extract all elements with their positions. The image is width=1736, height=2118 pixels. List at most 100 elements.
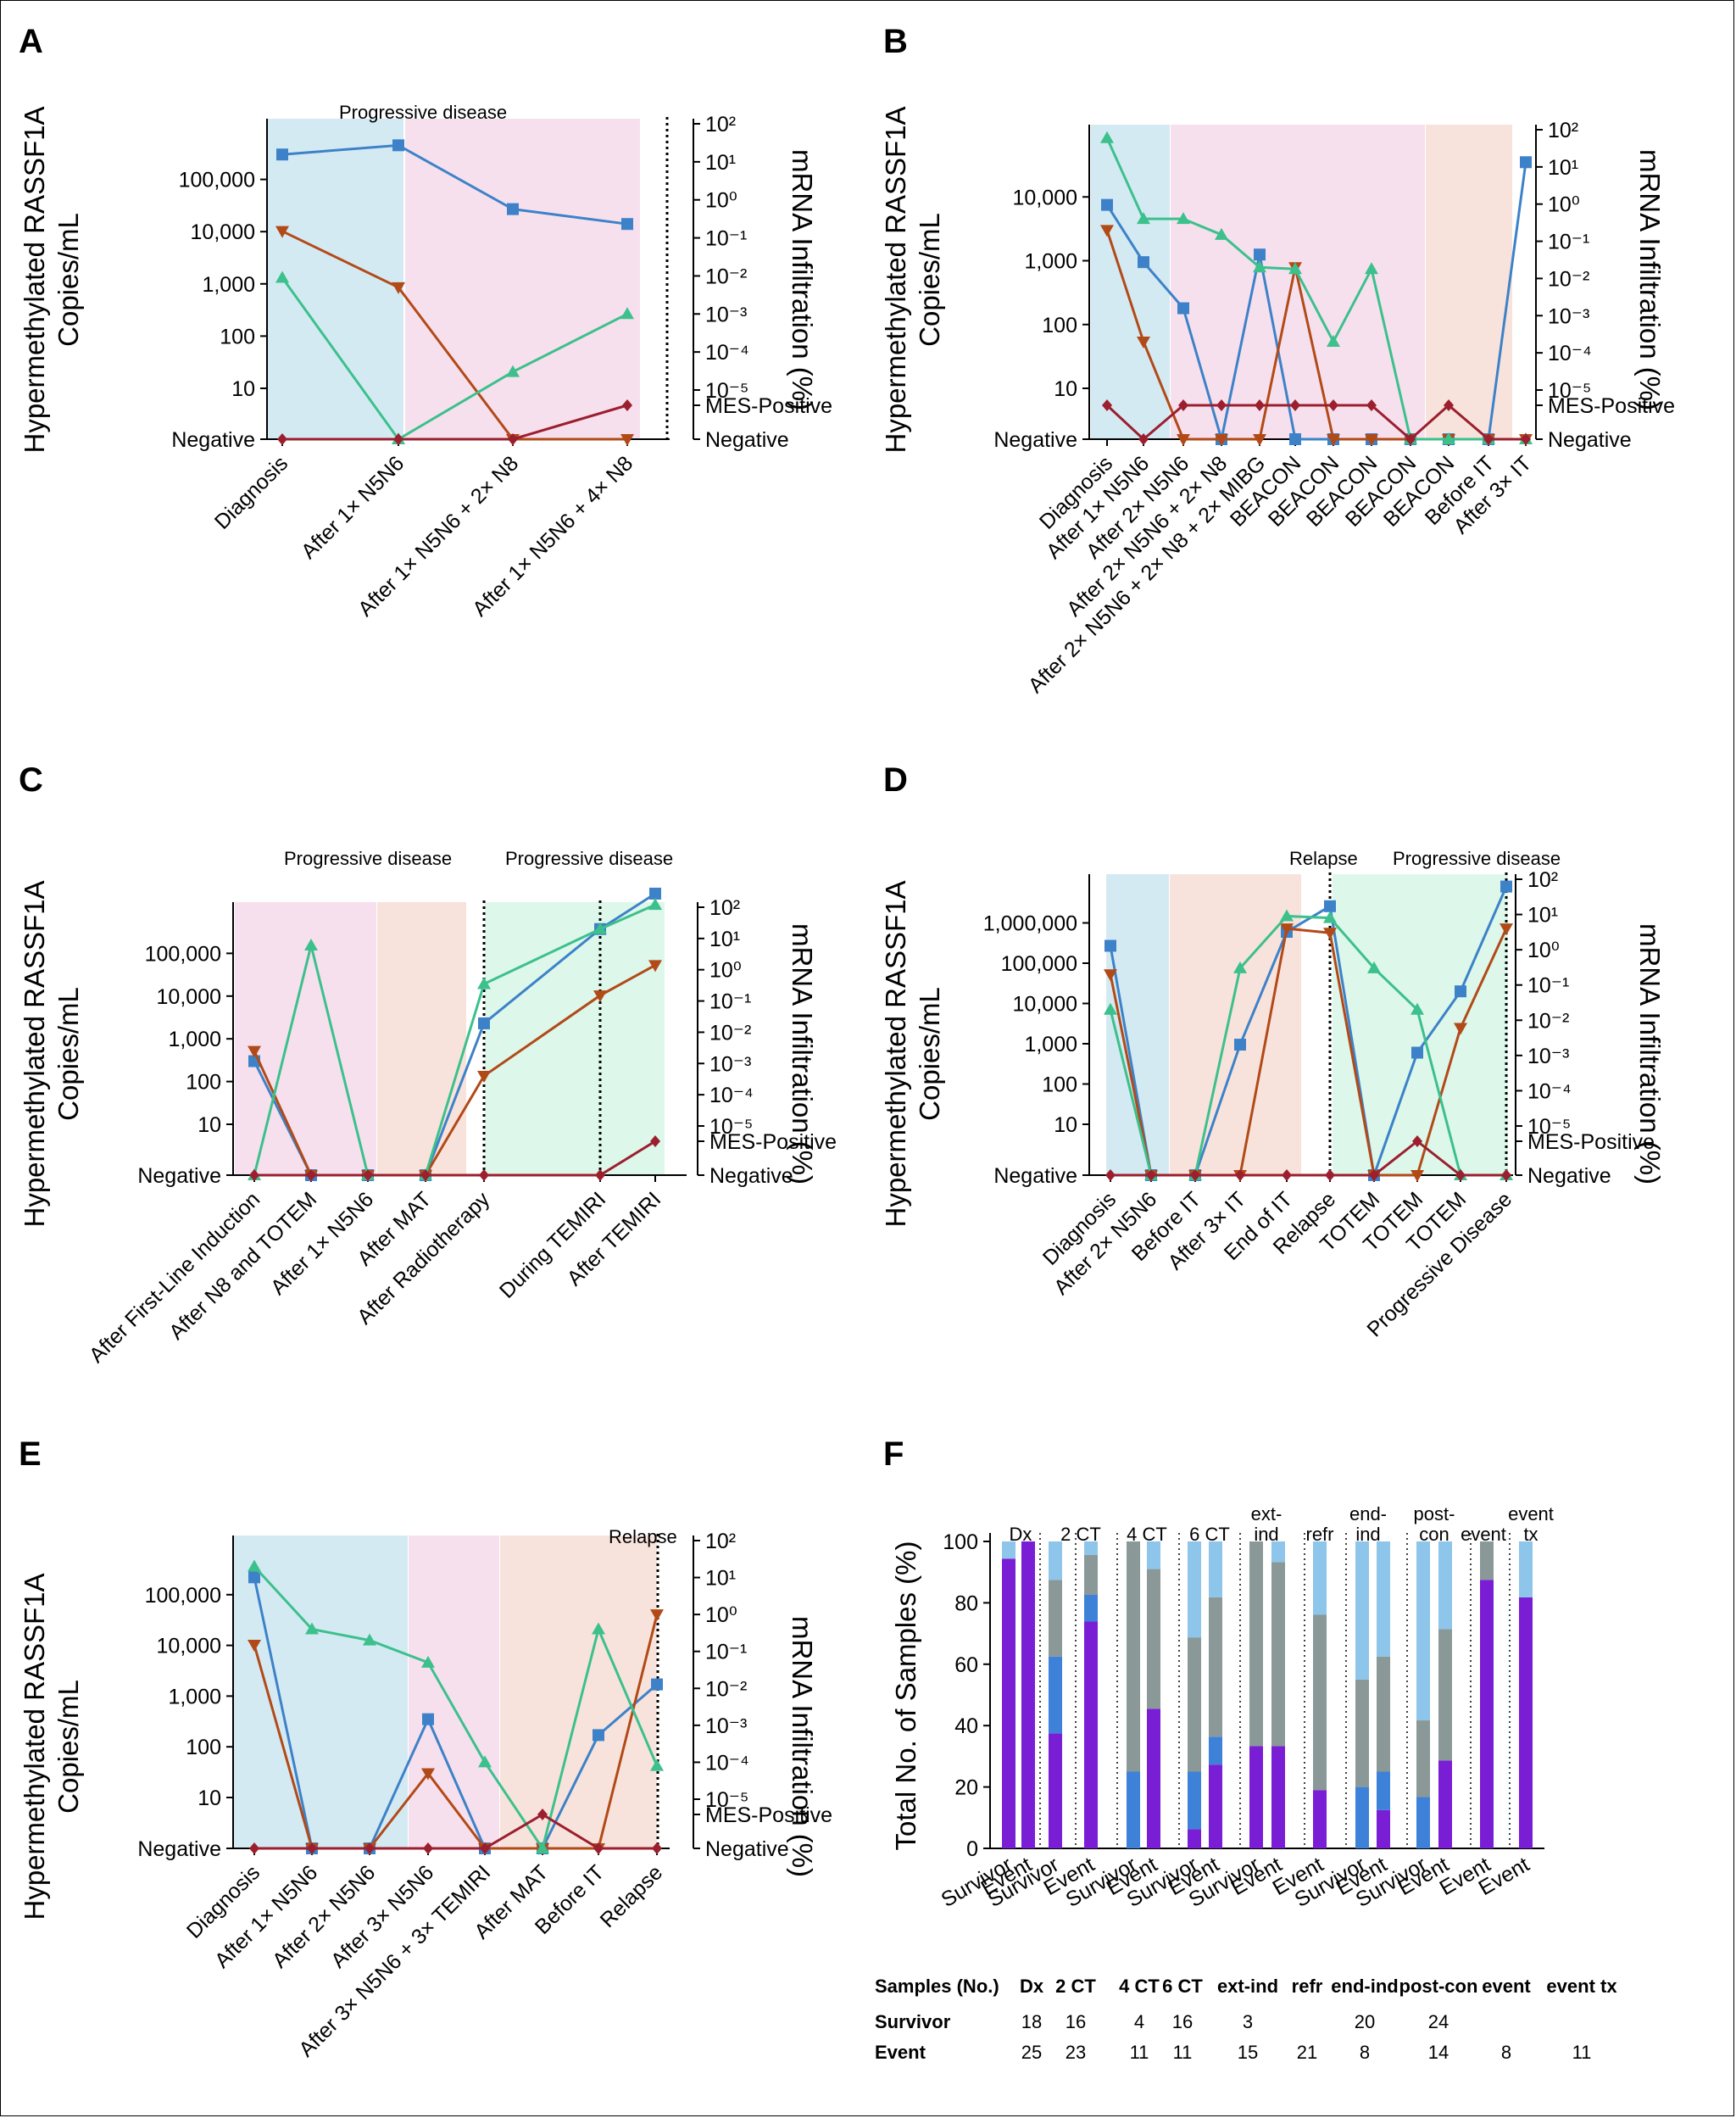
left-tick-label: 10 <box>198 1786 221 1810</box>
group-label: event <box>1508 1503 1554 1524</box>
data-point <box>648 898 662 911</box>
data-point <box>1365 434 1378 446</box>
bar-segment <box>1084 1594 1098 1622</box>
bar-segment <box>1002 1558 1015 1848</box>
phase-band-2 <box>409 1536 499 1848</box>
data-point <box>1146 1169 1156 1181</box>
right-tick-label: 10⁻² <box>705 1677 747 1701</box>
data-point <box>1235 1169 1245 1181</box>
left-tick-label: 100,000 <box>145 942 221 966</box>
right-axis-title: mRNA Infiltration (%) <box>787 149 818 410</box>
data-point <box>593 990 607 1003</box>
data-point <box>1325 1169 1335 1181</box>
data-point <box>650 1758 664 1771</box>
bar-segment <box>1480 1580 1494 1848</box>
data-point <box>1410 1170 1424 1182</box>
table-cell: 21 <box>1297 2042 1317 2063</box>
data-point <box>1215 227 1228 240</box>
bar-segment <box>1188 1829 1201 1848</box>
table-header-cell: ext-ind <box>1217 1976 1278 1997</box>
bar-segment <box>1002 1541 1015 1559</box>
right-tick-label: Negative <box>705 428 789 452</box>
data-point <box>1365 262 1378 275</box>
data-point <box>249 1842 259 1854</box>
data-point <box>652 1842 662 1854</box>
bar-segment <box>1416 1720 1430 1798</box>
data-point <box>1412 1135 1422 1147</box>
phase-band-1 <box>1106 874 1169 1175</box>
data-point <box>1137 336 1150 348</box>
data-point <box>1500 923 1513 936</box>
group-label: tx <box>1523 1524 1538 1545</box>
left-tick-label: 100 <box>186 1071 221 1095</box>
table-cell: 4 <box>1134 2011 1144 2032</box>
data-point <box>478 1017 490 1029</box>
bar-segment <box>1147 1708 1160 1848</box>
right-tick-label: 10⁻³ <box>1527 1045 1569 1068</box>
data-point <box>649 887 661 900</box>
bar-segment <box>1127 1771 1140 1848</box>
table-header-cell: Samples (No.) <box>875 1976 999 1997</box>
right-tick-label: 10⁻⁵ <box>709 1115 753 1139</box>
data-point <box>1138 433 1149 445</box>
left-tick-label: 1,000 <box>168 1685 221 1708</box>
left-tick-label: 100,000 <box>179 169 255 192</box>
data-point <box>1444 399 1454 411</box>
y-tick-label: 20 <box>954 1776 978 1800</box>
left-tick-label: 10,000 <box>1013 186 1077 209</box>
data-point <box>537 1809 548 1820</box>
table-cell: 16 <box>1172 2011 1193 2032</box>
left-tick-label: Negative <box>993 428 1077 452</box>
right-tick-label: 10² <box>1548 119 1578 142</box>
data-point <box>1369 1169 1379 1181</box>
data-point <box>1501 1169 1511 1181</box>
bar-segment <box>1355 1679 1369 1787</box>
data-point <box>536 1842 549 1853</box>
bar-segment <box>1049 1656 1062 1734</box>
bar-segment <box>1355 1786 1369 1848</box>
data-point <box>620 434 634 446</box>
left-tick-label: 1,000 <box>168 1028 221 1051</box>
right-tick-label: 10⁻⁴ <box>1527 1079 1572 1103</box>
data-point <box>1215 434 1228 446</box>
table-header-cell: 6 CT <box>1162 1976 1203 1997</box>
bar-segment <box>1416 1797 1430 1848</box>
data-point <box>1455 985 1466 998</box>
data-point <box>1520 156 1532 169</box>
group-label: 6 CT <box>1189 1524 1230 1545</box>
data-point <box>1254 248 1266 261</box>
right-tick-label: 10² <box>705 113 736 137</box>
right-tick-label: 10² <box>709 896 740 920</box>
group-label: ind <box>1254 1524 1278 1545</box>
bar-segment <box>1147 1541 1160 1569</box>
right-tick-label: 10⁻³ <box>705 303 747 326</box>
left-axis-title-line1: Hypermethylated RASSF1A <box>880 880 911 1227</box>
right-tick-label: MES-Positive <box>1548 394 1675 418</box>
right-tick-label: 10¹ <box>705 1567 736 1591</box>
data-point <box>304 939 318 951</box>
right-tick-label: 10² <box>1527 868 1558 892</box>
data-point <box>1216 399 1227 411</box>
data-point <box>622 399 632 411</box>
bar-segment <box>1438 1629 1452 1761</box>
table-header-cell: event <box>1482 1976 1531 1997</box>
data-point <box>248 1571 260 1584</box>
data-point <box>1323 911 1337 923</box>
phase-annotation: Progressive disease <box>284 848 452 869</box>
y-tick-label: 100 <box>943 1530 978 1554</box>
data-point <box>593 922 607 934</box>
bar-segment <box>1147 1569 1160 1709</box>
x-tick-label: After 1× N5N6 <box>297 451 409 563</box>
data-point <box>423 1842 433 1854</box>
data-point <box>1138 256 1149 269</box>
left-axis-title-line1: Hypermethylated RASSF1A <box>19 106 50 453</box>
bar-segment <box>1377 1656 1390 1772</box>
data-point <box>477 1070 491 1083</box>
data-point <box>650 1135 660 1147</box>
data-point <box>422 1713 434 1725</box>
data-point <box>1104 1002 1117 1015</box>
group-label: con <box>1419 1524 1449 1545</box>
data-point <box>1253 434 1266 446</box>
table-header-cell: refr <box>1292 1976 1323 1997</box>
left-tick-label: 100 <box>1042 1073 1077 1097</box>
